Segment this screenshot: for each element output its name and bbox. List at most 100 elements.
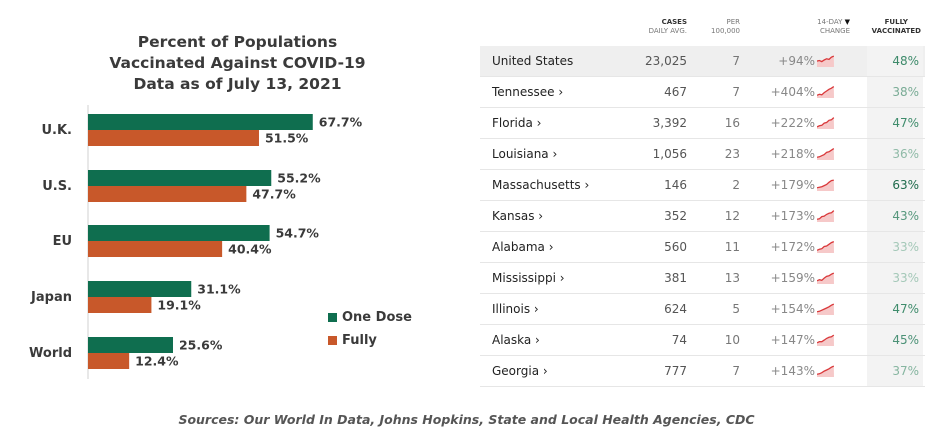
cases-per-100k: 7 (732, 54, 740, 68)
trend-sparkline-icon (817, 179, 834, 191)
change-14-day: +404% (770, 85, 815, 99)
cases-daily-avg: 777 (664, 364, 687, 378)
trend-sparkline-icon (817, 241, 835, 253)
bar-fully (88, 297, 152, 313)
cases-per-100k: 2 (732, 178, 740, 192)
table-row[interactable]: Illinois › 624 5 +154% 47% (480, 294, 925, 325)
cases-daily-avg: 146 (664, 178, 687, 192)
header-vaccinated[interactable]: Fully Vaccinated (872, 18, 921, 36)
vaccination-bar-chart: Percent of Populations Vaccinated Agains… (0, 0, 470, 400)
trend-sparkline-icon (817, 55, 835, 67)
state-name[interactable]: Kansas › (492, 209, 544, 223)
vaccinated-cell: 63% (867, 170, 923, 200)
state-name[interactable]: Mississippi › (492, 271, 565, 285)
legend-label-one-dose: One Dose (342, 310, 412, 325)
bar-fully (88, 241, 223, 257)
cases-per-100k: 16 (724, 116, 740, 130)
header-cases-label: Cases (661, 18, 687, 26)
header-per-label: Per (726, 18, 740, 26)
cases-daily-avg: 560 (664, 240, 687, 254)
legend-swatch-one-dose (328, 313, 337, 322)
legend-swatch-fully (328, 336, 337, 345)
header-vaccinated-label: Fully (884, 18, 909, 26)
data-label: 55.2% (277, 171, 321, 186)
bar-one-dose (88, 114, 313, 130)
vaccinated-cell: 47% (867, 294, 923, 324)
table-row[interactable]: Tennessee › 467 7 +404% 38% (480, 77, 925, 108)
vaccinated-percent: 38% (892, 85, 919, 99)
data-label: 40.4% (228, 242, 272, 257)
vaccinated-cell: 45% (867, 325, 923, 355)
table-row[interactable]: Kansas › 352 12 +173% 43% (480, 201, 925, 232)
cases-per-100k: 7 (732, 364, 740, 378)
state-name[interactable]: Georgia › (492, 364, 548, 378)
vaccinated-cell: 43% (867, 201, 923, 231)
state-name[interactable]: Florida › (492, 116, 542, 130)
vaccinated-percent: 63% (892, 178, 919, 192)
bar-fully (88, 130, 259, 146)
state-name[interactable]: Illinois › (492, 302, 539, 316)
legend-item-fully: Fully (328, 329, 412, 352)
legend-item-one-dose: One Dose (328, 306, 412, 329)
cases-daily-avg: 23,025 (645, 54, 687, 68)
vaccinated-cell: 47% (867, 108, 923, 138)
vaccinated-cell: 36% (867, 139, 923, 169)
state-name[interactable]: Alaska › (492, 333, 540, 347)
table-row[interactable]: Alaska › 74 10 +147% 45% (480, 325, 925, 356)
vaccinated-percent: 37% (892, 364, 919, 378)
bar-fully (88, 353, 130, 369)
state-name[interactable]: Louisiana › (492, 147, 558, 161)
bar-one-dose (88, 337, 173, 353)
header-cases[interactable]: Cases Daily avg. (649, 18, 687, 36)
category-label: U.S. (42, 179, 72, 194)
change-14-day: +172% (770, 240, 815, 254)
data-label: 54.7% (276, 226, 320, 241)
header-per[interactable]: Per 100,000 (711, 18, 740, 36)
table-row[interactable]: Florida › 3,392 16 +222% 47% (480, 108, 925, 139)
change-14-day: +173% (770, 209, 815, 223)
vaccinated-percent: 36% (892, 147, 919, 161)
state-name[interactable]: Alabama › (492, 240, 554, 254)
cases-per-100k: 13 (724, 271, 740, 285)
table-row[interactable]: Louisiana › 1,056 23 +218% 36% (480, 139, 925, 170)
trend-sparkline-icon (817, 148, 835, 160)
category-label: EU (53, 234, 72, 249)
table-row[interactable]: Alabama › 560 11 +172% 33% (480, 232, 925, 263)
trend-sparkline-icon (817, 210, 835, 222)
bar-one-dose (88, 225, 270, 241)
cases-daily-avg: 1,056 (652, 147, 687, 161)
header-change[interactable]: 14-Day ▼ Change (817, 18, 850, 36)
vaccinated-percent: 47% (892, 116, 919, 130)
cases-daily-avg: 3,392 (652, 116, 687, 130)
state-name[interactable]: Tennessee › (492, 85, 564, 99)
cases-per-100k: 11 (724, 240, 740, 254)
vaccinated-cell: 48% (867, 46, 923, 76)
change-14-day: +222% (770, 116, 815, 130)
trend-sparkline-icon (817, 272, 835, 284)
cases-daily-avg: 352 (664, 209, 687, 223)
state-name[interactable]: Massachusetts › (492, 178, 590, 192)
bar-one-dose (88, 281, 192, 297)
bar-fully (88, 186, 247, 202)
state-name: United States (492, 54, 574, 68)
trend-sparkline-icon (817, 303, 835, 315)
vaccinated-percent: 33% (892, 271, 919, 285)
vaccinated-cell: 33% (867, 232, 923, 262)
category-label: U.K. (41, 123, 72, 138)
table-row-total: United States 23,025 7 +94% 48% (480, 46, 925, 77)
bar-one-dose (88, 170, 272, 186)
data-label: 19.1% (157, 298, 201, 313)
data-label: 51.5% (265, 131, 309, 146)
data-label: 67.7% (319, 115, 363, 130)
trend-sparkline-icon (817, 334, 835, 346)
vaccinated-cell: 37% (867, 356, 923, 386)
change-14-day: +218% (770, 147, 815, 161)
table-row[interactable]: Massachusetts › 146 2 +179% 63% (480, 170, 925, 201)
cases-table: Cases Daily avg. Per 100,000 14-Day ▼ Ch… (480, 0, 925, 390)
chart-title-line-1: Percent of Populations (137, 33, 338, 51)
table-row[interactable]: Mississippi › 381 13 +159% 33% (480, 263, 925, 294)
table-row[interactable]: Georgia › 777 7 +143% 37% (480, 356, 925, 387)
header-vaccinated-sub: Vaccinated (871, 27, 921, 35)
data-label: 25.6% (179, 338, 223, 353)
vaccinated-percent: 43% (892, 209, 919, 223)
